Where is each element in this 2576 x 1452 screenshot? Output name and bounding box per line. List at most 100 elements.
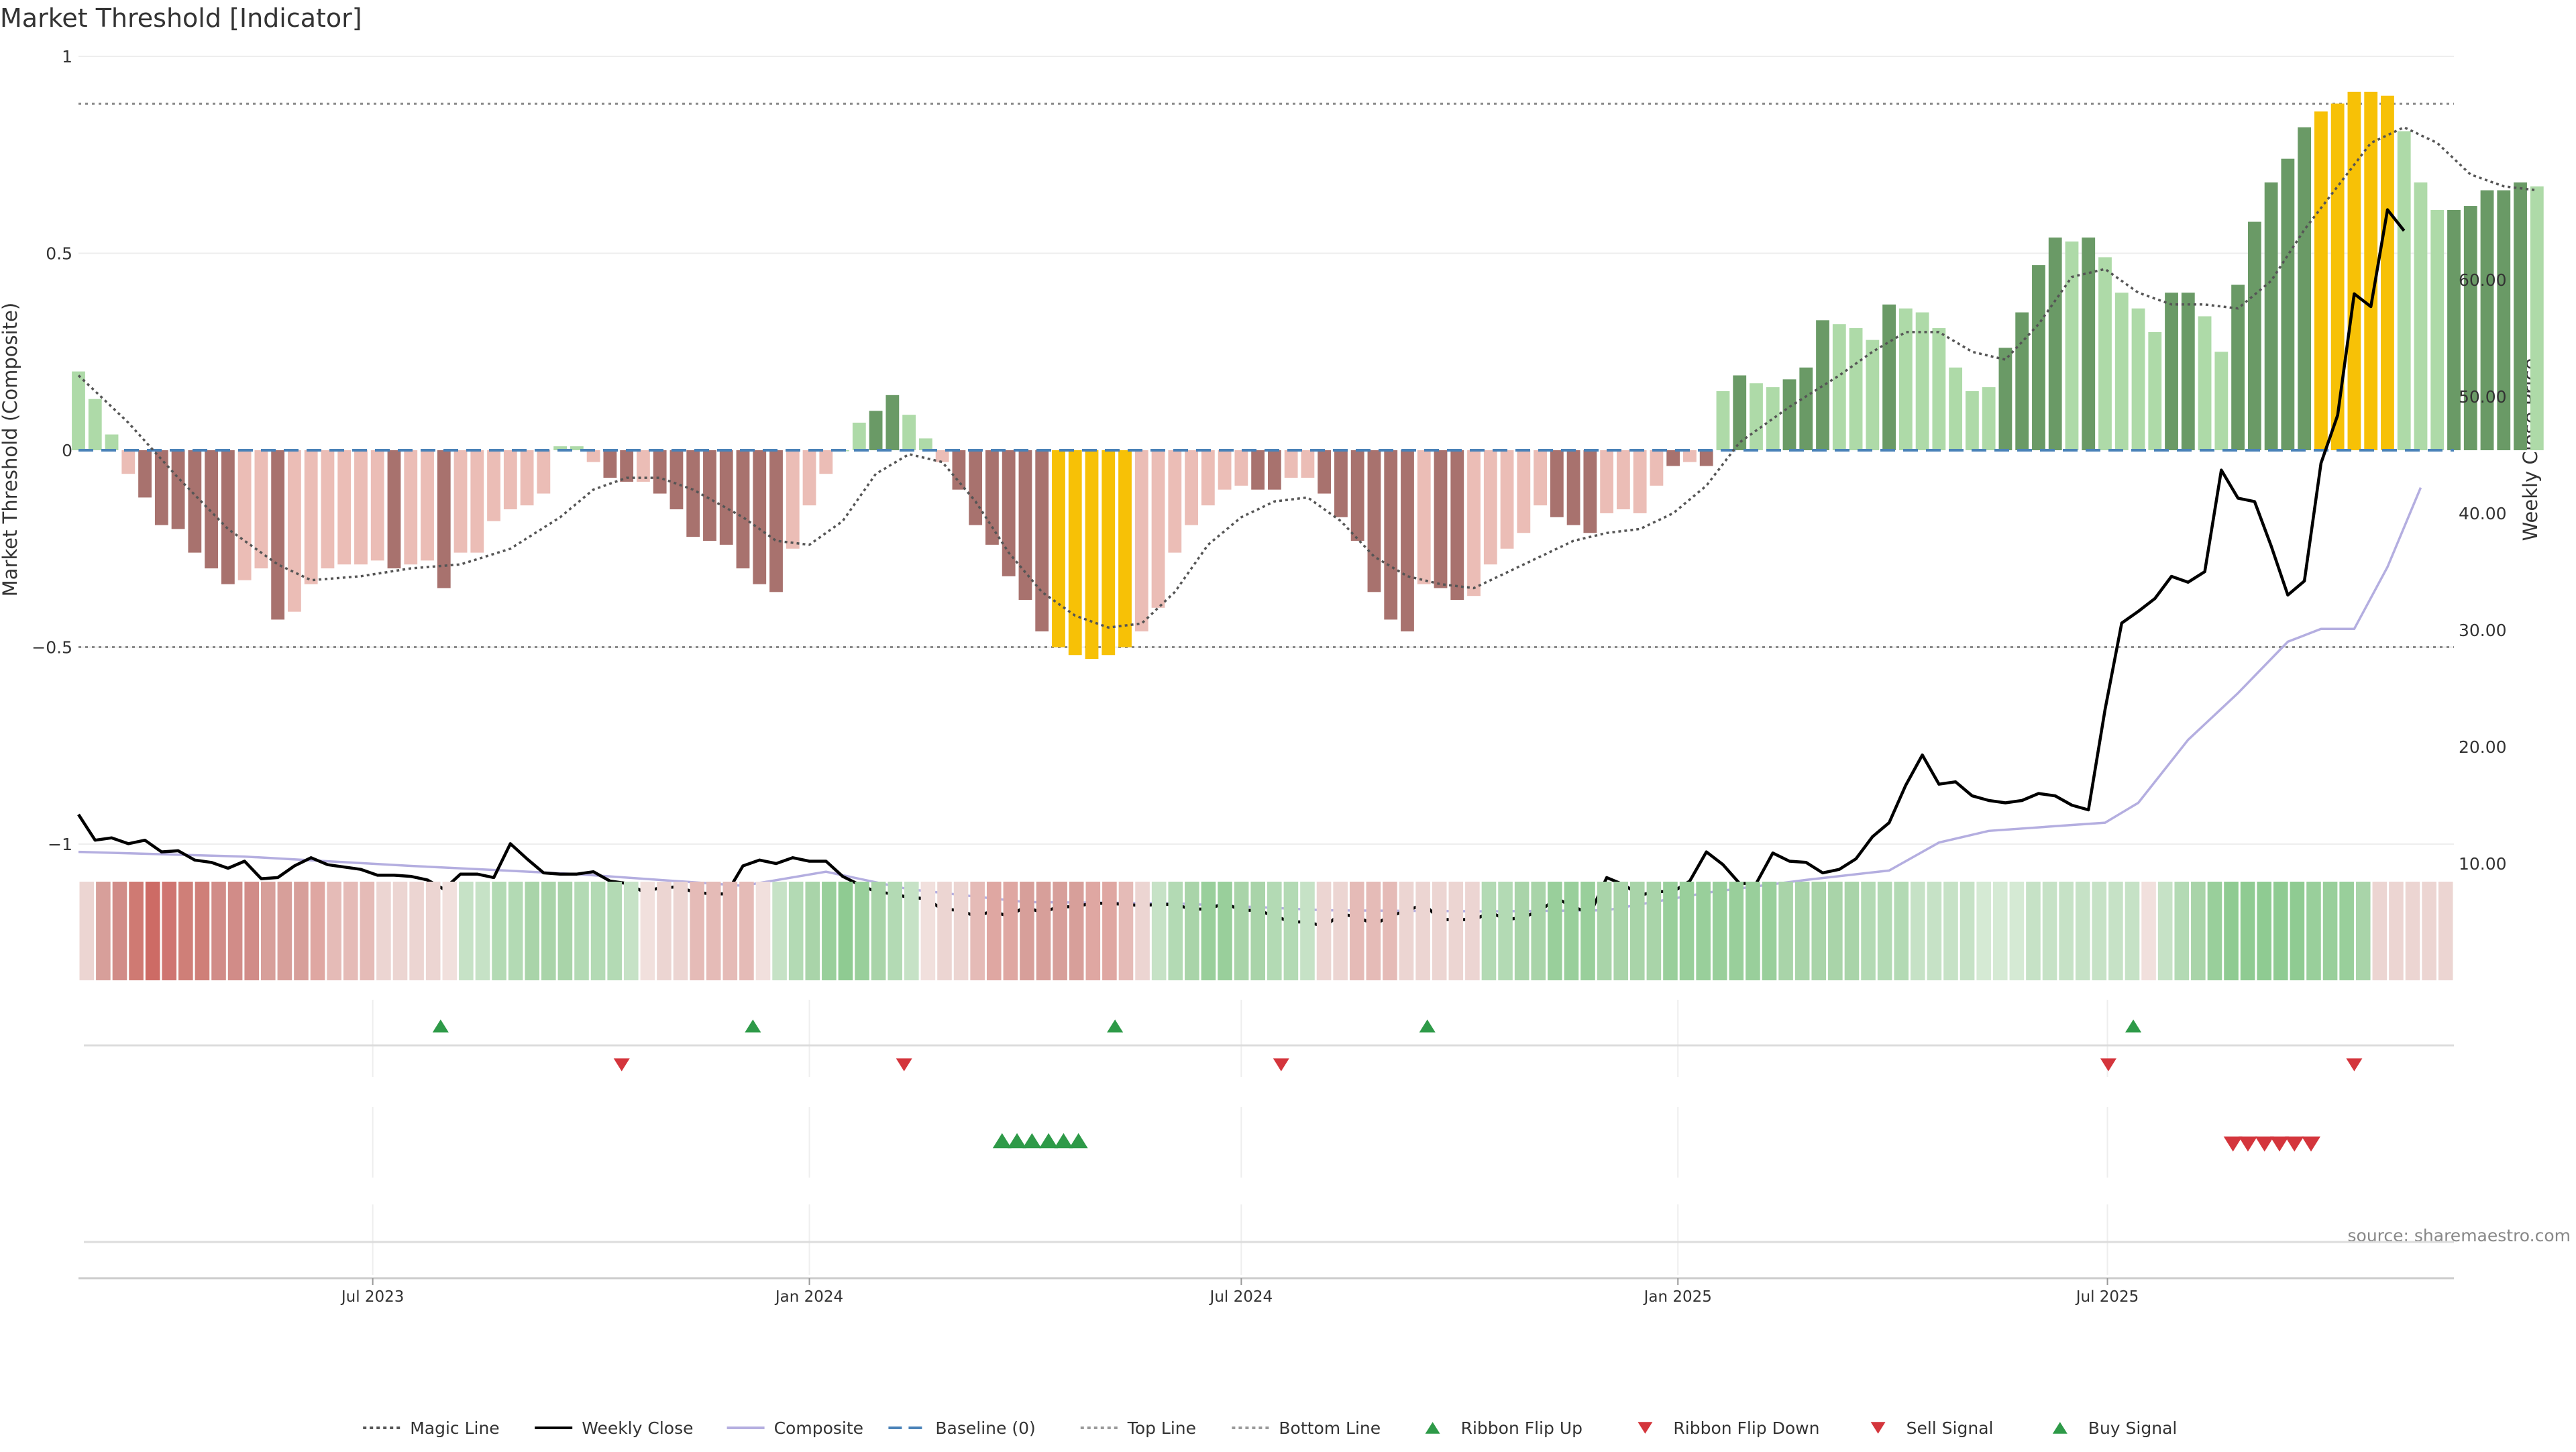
ribbon-cell	[244, 882, 259, 980]
composite-bar	[2447, 209, 2461, 450]
ribbon-cell	[508, 882, 523, 980]
legend-item: Magic Line	[363, 1418, 500, 1438]
composite-bar	[1517, 450, 1531, 533]
ribbon-cell	[920, 882, 936, 980]
ribbon-cell	[1564, 882, 1579, 980]
composite-bar	[2247, 221, 2261, 450]
composite-bar	[2281, 158, 2295, 450]
ribbon-cell	[1218, 882, 1232, 980]
ribbon-cell	[1366, 882, 1381, 980]
composite-bar	[1534, 450, 1547, 506]
x-tick-label: Jul 2025	[2075, 1288, 2139, 1306]
ribbon-cell	[2108, 882, 2123, 980]
composite-bar	[1616, 450, 1630, 510]
ribbon-cell	[2422, 882, 2436, 980]
ribbon-cell	[1168, 882, 1183, 980]
composite-bar	[121, 450, 136, 474]
sell-signal-marker	[2223, 1136, 2243, 1152]
composite-bar	[237, 450, 252, 580]
ribbon-cell	[227, 882, 243, 980]
composite-bar	[553, 446, 568, 450]
ribbon-cell	[2438, 882, 2453, 980]
composite-bar	[1350, 450, 1364, 541]
composite-bar	[1401, 450, 1414, 632]
buy-signal-marker	[1022, 1133, 1042, 1149]
composite-bar	[1699, 450, 1713, 466]
legend-triangle-down-icon	[1638, 1422, 1653, 1434]
ribbon-cell	[294, 882, 309, 980]
composite-bar	[1318, 450, 1332, 494]
composite-bar	[88, 399, 102, 450]
composite-bar	[2463, 206, 2477, 450]
ribbon-cell	[590, 882, 606, 980]
composite-bar	[2414, 182, 2428, 450]
ribbon-cell	[904, 882, 919, 980]
ribbon-cell	[2059, 882, 2074, 980]
ribbon-cell	[442, 882, 458, 980]
ribbon-cell	[541, 882, 556, 980]
ribbon-cell	[2257, 882, 2272, 980]
composite-bar	[2231, 284, 2245, 450]
ribbon-cell	[129, 882, 144, 980]
composite-bar	[1234, 450, 1248, 486]
composite-bar	[786, 450, 800, 549]
ribbon-cell	[1333, 882, 1348, 980]
legend-item: Composite	[727, 1418, 863, 1438]
composite-bar	[819, 450, 833, 474]
ribbon-cell	[1877, 882, 1892, 980]
ribbon-cell	[822, 882, 837, 980]
ribbon-cell	[195, 882, 210, 980]
composite-bar	[852, 422, 866, 450]
composite-bar	[1384, 450, 1398, 620]
ribbon-cell	[1629, 882, 1645, 980]
y-tick-label-right: 10.00	[2459, 854, 2507, 874]
composite-bar	[1500, 450, 1514, 549]
composite-bar	[1301, 450, 1315, 478]
ribbon-cell	[425, 882, 441, 980]
composite-bar	[902, 415, 916, 450]
composite-bar	[1866, 340, 1880, 450]
ribbon-cell	[2306, 882, 2321, 980]
composite-bar	[2381, 95, 2394, 450]
ribbon-cell	[1316, 882, 1332, 980]
ribbon-cell	[1943, 882, 1958, 980]
ribbon-cell	[788, 882, 804, 980]
composite-bar	[2530, 186, 2544, 450]
ribbon-cell	[2224, 882, 2239, 980]
y-axis-label-left: Market Threshold (Composite)	[0, 303, 21, 597]
ribbon-cell	[953, 882, 969, 980]
composite-bar	[2430, 209, 2445, 450]
y-tick-label-right: 20.00	[2459, 737, 2507, 757]
ribbon-cell	[211, 882, 226, 980]
composite-bar	[72, 371, 85, 450]
ribbon-cell	[1729, 882, 1744, 980]
legend-label: Bottom Line	[1279, 1418, 1381, 1438]
composite-bar	[1267, 450, 1281, 490]
composite-bar	[2181, 293, 2195, 450]
composite-bar	[1450, 450, 1464, 601]
composite-bar	[2364, 91, 2378, 450]
ribbon-cell	[96, 882, 111, 980]
composite-bar	[2514, 182, 2527, 450]
ribbon-cell	[623, 882, 639, 980]
ribbon-cell	[1976, 882, 1991, 980]
ribbon-cell	[1234, 882, 1249, 980]
composite-bar	[1334, 450, 1348, 517]
x-tick-label: Jan 2025	[1643, 1288, 1712, 1306]
composite-bar	[935, 450, 949, 462]
composite-bar	[969, 450, 983, 525]
composite-bar	[2148, 331, 2162, 450]
ribbon-cell	[178, 882, 193, 980]
composite-bar	[1716, 391, 1730, 450]
ribbon-flip-up-marker	[432, 1019, 449, 1033]
ribbon-cell	[1250, 882, 1265, 980]
composite-bar	[753, 450, 767, 584]
composite-bar	[2015, 312, 2029, 450]
ribbon-flip-up-marker	[1107, 1019, 1124, 1033]
composite-bar	[1201, 450, 1215, 506]
composite-bar	[154, 450, 168, 525]
ribbon-cell	[722, 882, 738, 980]
ribbon-cell	[162, 882, 177, 980]
x-tick-label: Jan 2024	[774, 1288, 843, 1306]
